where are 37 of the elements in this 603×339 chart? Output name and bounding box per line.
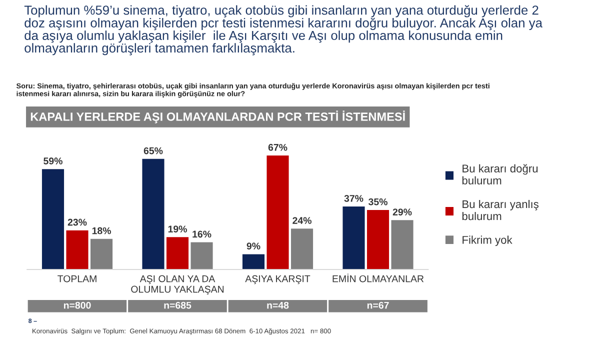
bar xyxy=(90,238,113,270)
data-label: 35% xyxy=(368,198,388,206)
bar xyxy=(42,169,64,270)
data-label: 67% xyxy=(268,144,288,151)
bar xyxy=(142,158,164,270)
bar xyxy=(242,254,265,270)
bar xyxy=(190,242,213,270)
text: n=67 xyxy=(367,302,389,309)
bar xyxy=(166,237,189,270)
data-label: 18% xyxy=(92,227,111,234)
bar xyxy=(290,228,314,270)
data-label: 59% xyxy=(44,158,62,164)
text: n=48 xyxy=(267,302,289,309)
chart-title: Toplumun %59’u sinema, tiyatro, uçak otobüs gibi insanların yan yana oturduğu yerlerde 2 doz aşısını olmayan kişilerden pcr testi istenmesi kararını doğru buluyor. Ancak Aşı olan ya da aşıya olumlu yaklaşan kişiler ile Aşı Karşıtı ve Aşı olup olmama konusunda emin olmayanların görüşleri tamamen farklılaşmakta. xyxy=(24,5,542,56)
text: n=685 xyxy=(164,302,192,309)
x-tick-label: AŞI OLAN YA DA OLUMLU YAKLAŞAN xyxy=(131,275,224,295)
text: n=800 xyxy=(64,302,91,309)
legend-label: Bu kararı yanlış bulurum xyxy=(462,200,538,220)
text: KAPALI YERLERDE AŞI OLMAYANLARDAN PCR TESTİ İSTENMESİ xyxy=(30,110,405,124)
x-tick-label: TOPLAM xyxy=(58,275,96,282)
x-tick-label: AŞIYA KARŞIT xyxy=(245,275,310,284)
data-label: 24% xyxy=(292,217,312,224)
data-label: 9% xyxy=(246,242,260,250)
bar xyxy=(366,210,390,270)
data-label: 23% xyxy=(68,218,87,226)
bar xyxy=(391,220,414,270)
bar xyxy=(342,206,365,270)
legend-label: Fikrim yok xyxy=(462,236,512,246)
data-label: 16% xyxy=(192,230,212,238)
data-label: 29% xyxy=(392,208,412,216)
data-label: 65% xyxy=(144,147,163,154)
legend-label: Bu kararı doğru bulurum xyxy=(462,164,538,184)
data-label: 37% xyxy=(344,194,364,202)
bar xyxy=(66,230,88,270)
bar xyxy=(266,156,289,270)
data-label: 19% xyxy=(168,226,187,232)
x-tick-label: EMİN OLMAYANLAR xyxy=(332,274,424,282)
